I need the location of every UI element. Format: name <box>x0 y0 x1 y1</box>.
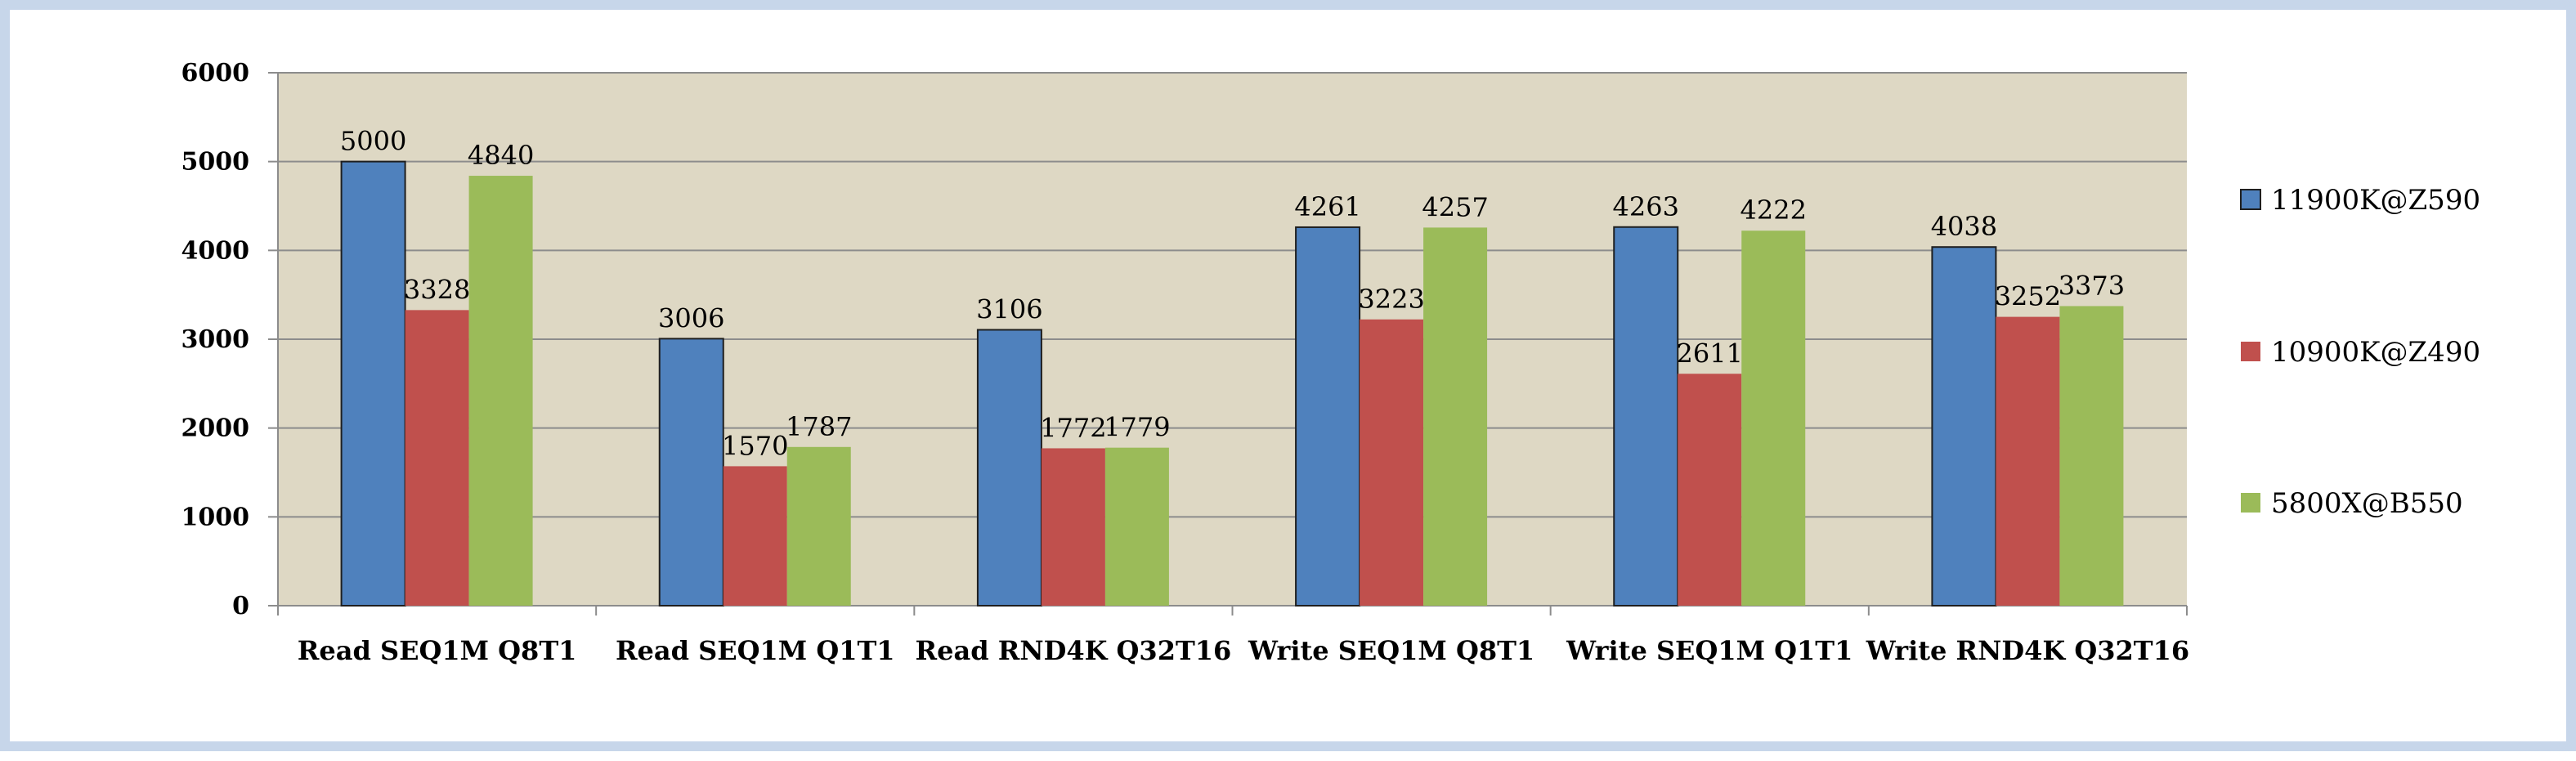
y-tick-label: 2000 <box>181 414 250 443</box>
x-tick-label: Read SEQ1M Q8T1 <box>298 635 577 666</box>
data-label: 3252 <box>1995 281 2061 312</box>
bar-5800X@B550 <box>468 176 533 606</box>
data-label: 4261 <box>1294 191 1360 222</box>
bar-5800X@B550 <box>2059 306 2124 606</box>
data-label: 4222 <box>1740 195 1807 226</box>
bar-11900K@Z590 <box>658 338 724 607</box>
y-tick-label: 4000 <box>181 236 250 265</box>
x-tick-label: Write SEQ1M Q1T1 <box>1566 635 1852 666</box>
bar-11900K@Z590 <box>1295 226 1361 607</box>
bar-11900K@Z590 <box>1613 226 1679 607</box>
bar-10900K@Z490 <box>723 466 787 606</box>
legend-label: 5800X@B550 <box>2271 487 2463 520</box>
bar-11900K@Z590 <box>1931 246 1997 607</box>
data-label: 1570 <box>722 430 788 461</box>
data-label: 4263 <box>1613 191 1679 222</box>
x-tick-label: Read RND4K Q32T16 <box>916 635 1232 666</box>
data-label: 4038 <box>1931 211 1997 242</box>
data-label: 1787 <box>786 411 852 442</box>
y-tick-label: 5000 <box>181 148 250 177</box>
y-tick-label: 1000 <box>181 503 250 531</box>
data-label: 3106 <box>976 293 1042 325</box>
x-tick-label: Write RND4K Q32T16 <box>1866 635 2189 666</box>
data-label: 1772 <box>1040 412 1106 443</box>
data-label: 3373 <box>2059 270 2125 301</box>
legend-label: 11900K@Z590 <box>2271 184 2480 217</box>
bar-chart: 0 1000 2000 3000 4000 5000 6000 Read SEQ1M Q8T1… <box>181 59 2481 666</box>
data-label: 2611 <box>1677 338 1743 369</box>
bar-10900K@Z490 <box>1996 316 2060 606</box>
bar-11900K@Z590 <box>976 329 1042 607</box>
data-label: 1779 <box>1104 412 1170 443</box>
data-label: 3328 <box>404 274 470 305</box>
bar-10900K@Z490 <box>405 310 469 606</box>
bar-10900K@Z490 <box>1360 319 1424 606</box>
y-tick-label: 0 <box>232 592 249 620</box>
bar-10900K@Z490 <box>1678 374 1742 606</box>
data-label: 3223 <box>1358 284 1424 315</box>
bar-5800X@B550 <box>1741 231 1806 606</box>
x-tick-label: Read SEQ1M Q1T1 <box>616 635 895 666</box>
bar-11900K@Z590 <box>340 160 406 607</box>
y-tick-label: 3000 <box>181 325 250 354</box>
legend-swatch <box>2240 189 2261 210</box>
data-label: 4840 <box>468 140 534 171</box>
data-label: 5000 <box>340 126 406 157</box>
data-label: 4257 <box>1422 191 1488 222</box>
x-tick-label: Write SEQ1M Q8T1 <box>1248 635 1534 666</box>
bar-5800X@B550 <box>1104 447 1169 606</box>
y-tick-label: 6000 <box>181 59 250 87</box>
legend-label: 10900K@Z490 <box>2271 336 2480 369</box>
legend-swatch <box>2241 493 2260 513</box>
bar-10900K@Z490 <box>1041 448 1105 606</box>
bar-5800X@B550 <box>786 446 851 606</box>
data-label: 3006 <box>658 302 724 333</box>
bar-5800X@B550 <box>1423 227 1488 606</box>
legend-swatch <box>2241 342 2260 361</box>
